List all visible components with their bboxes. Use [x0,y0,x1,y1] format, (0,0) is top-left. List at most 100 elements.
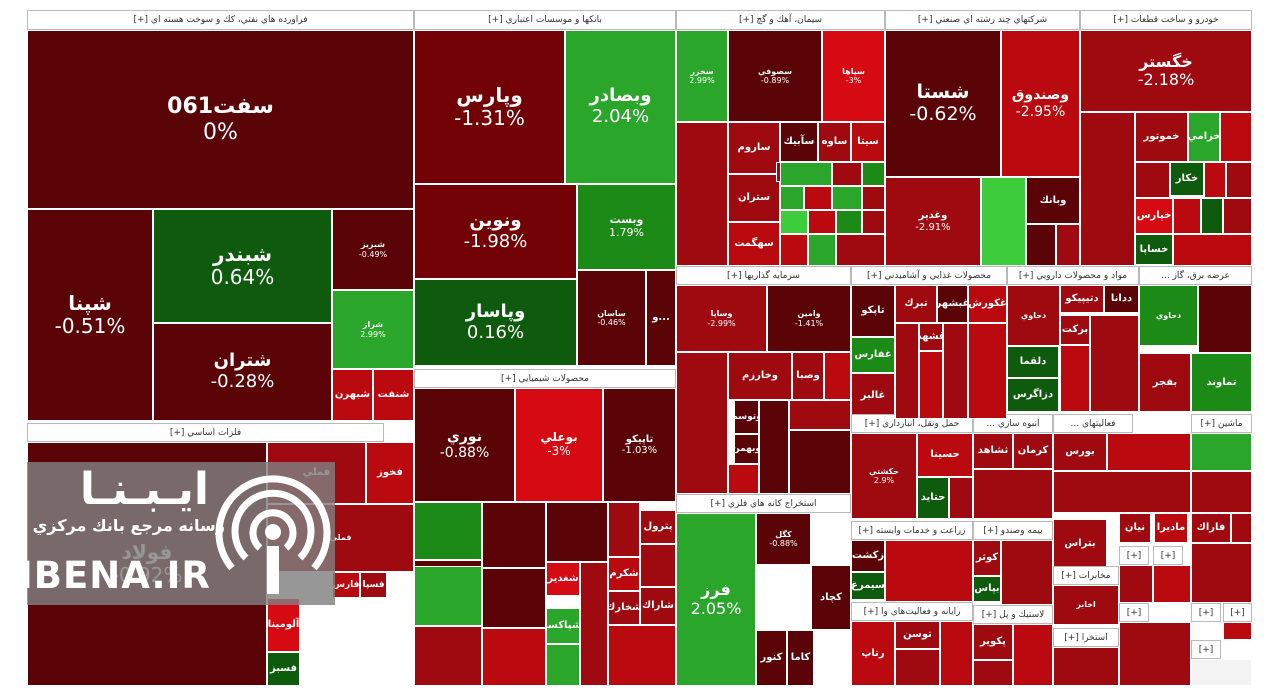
stock-tile[interactable]: فرز 2.05% [676,513,756,686]
stock-tile[interactable]: سصوفي -0.89% [728,30,822,122]
stock-tile[interactable]: نيان [1119,513,1151,543]
mini-tile[interactable] [919,351,943,419]
stock-tile[interactable]: دتيپيكو [1060,285,1104,313]
mini-tile[interactable] [862,162,885,186]
stock-tile[interactable]: كگل -0.88% [756,513,811,565]
mini-tile[interactable] [728,464,759,494]
stock-tile[interactable]: فخوز [366,442,414,504]
mini-tile[interactable] [1204,162,1226,198]
sector-header-more[interactable]: [+] [1191,640,1221,659]
stock-tile[interactable]: توسن [895,621,940,649]
stock-tile[interactable]: حسينا [917,433,973,477]
mini-tile[interactable] [973,660,1013,686]
stock-tile[interactable]: تاپيكو -1.03% [603,388,676,502]
stock-tile[interactable]: شپاكسا [546,608,580,644]
stock-tile[interactable]: سخزر 2.99% [676,30,728,122]
mini-tile[interactable] [1223,622,1252,640]
stock-tile[interactable]: تماوند [1191,353,1252,412]
stock-tile[interactable] [1053,647,1119,686]
mini-tile[interactable] [1056,224,1080,266]
stock-tile[interactable]: وپارس -1.31% [414,30,565,184]
mini-tile[interactable] [1053,471,1191,513]
stock-tile[interactable]: بركت [1060,315,1090,345]
stock-tile[interactable]: حتايد [917,477,949,519]
stock-tile[interactable]: وبصادر 2.04% [565,30,676,184]
stock-tile[interactable]: سفت061 0% [27,30,414,209]
stock-tile[interactable]: كوثر [973,540,1001,576]
mini-tile[interactable] [824,352,851,400]
stock-tile[interactable]: وپاسار 0.16% [414,279,577,366]
stock-tile[interactable]: خزامي [1188,112,1220,162]
mini-tile[interactable] [676,122,728,266]
mini-tile[interactable] [1223,198,1252,234]
stock-tile[interactable]: ثشاهد [973,433,1013,469]
mini-tile[interactable] [1198,285,1252,353]
sector-header-auto[interactable]: خودرو و ساخت قطعات [+] [1080,10,1252,30]
mini-tile[interactable] [789,400,851,430]
mini-tile[interactable] [808,234,836,266]
mini-tile[interactable] [482,628,546,686]
stock-tile[interactable]: بتراس [1053,519,1107,569]
mini-tile[interactable] [414,502,482,560]
stock-tile[interactable]: كچاد [811,565,851,630]
mini-tile[interactable] [1226,162,1252,198]
stock-tile[interactable]: بپاس [973,576,1001,602]
mini-tile[interactable] [1119,565,1153,603]
sector-header-multi[interactable]: شركتهاي چند رشته اي صنعتي [+] [885,10,1080,30]
stock-tile[interactable]: تاپكو [851,285,895,337]
mini-tile[interactable] [885,540,973,602]
stock-tile[interactable]: شنفت [373,369,414,421]
stock-tile[interactable]: وغدير -2.91% [885,177,981,266]
mini-tile[interactable] [808,210,836,234]
sector-header-chemicals[interactable]: محصولات شيميايي [+] [414,369,676,388]
mini-tile[interactable] [608,502,640,557]
stock-tile[interactable]: شاراك [640,587,676,625]
stock-tile[interactable]: كنور [756,630,787,686]
stock-tile[interactable]: حكشتي 2.9% [851,433,917,519]
sector-header-extraction[interactable]: استخرا [+] [1053,628,1119,647]
sector-header-food[interactable]: محصولات غذايي و آشاميدني [+] [851,266,1007,285]
mini-tile[interactable] [895,323,919,419]
sector-header-telecom[interactable]: مخابرات [+] [1053,566,1119,585]
stock-tile[interactable]: شراز 2.99% [332,290,414,369]
sector-header-cement[interactable]: سيمان، آهك و گچ [+] [676,10,885,30]
stock-tile[interactable]: فسپا [360,572,387,598]
sector-header-plastic[interactable]: لاستيك و پل [+] [973,605,1053,624]
sector-header-more[interactable]: [+] [1223,603,1252,622]
stock-tile[interactable]: ساسان -0.46% [577,270,646,366]
stock-tile[interactable]: سآبيك [780,122,818,162]
mini-tile[interactable] [862,210,885,234]
sector-header-pharma[interactable]: مواد و محصولات دارويي [+] [1007,266,1139,285]
mini-tile[interactable] [482,502,546,568]
mini-tile[interactable] [832,162,862,186]
sector-header-more[interactable]: [+] [1191,603,1221,622]
stock-tile[interactable]: وبست 1.79% [577,184,676,270]
mini-tile[interactable] [608,625,676,686]
stock-tile[interactable]: وصندوق -2.95% [1001,30,1080,177]
mini-tile[interactable] [759,400,789,494]
mini-tile[interactable] [1090,315,1139,412]
mini-tile[interactable] [780,162,832,186]
stock-tile[interactable]: بفجر [1139,353,1191,412]
stock-tile[interactable]: غفارس [851,337,895,373]
mini-tile[interactable] [1013,624,1053,686]
stock-tile[interactable]: غكورش [968,285,1007,323]
stock-tile[interactable]: فارس [332,572,360,598]
sector-header-more[interactable]: [+] [1153,546,1183,565]
stock-tile[interactable]: شستا -0.62% [885,30,1001,177]
stock-tile[interactable]: آلومينا [267,598,300,652]
mini-tile[interactable] [1001,540,1053,605]
stock-tile[interactable]: پكوير [973,624,1013,660]
sector-header-metals[interactable]: فلزات اساسي [+] [27,423,384,442]
stock-tile[interactable]: شغدير [546,562,580,596]
stock-tile[interactable]: تبرك [895,285,937,323]
stock-tile[interactable]: وتوسم [734,400,759,434]
stock-tile[interactable]: غالبر [851,373,895,419]
stock-tile[interactable]: سپاها -3% [822,30,885,122]
stock-tile[interactable]: و... [646,270,676,366]
stock-tile[interactable]: شبندر 0.64% [153,209,332,323]
mini-tile[interactable] [414,566,482,626]
stock-tile[interactable]: فسبز [267,652,300,686]
sector-header-mining[interactable]: استخراج كانه هاي فلزي [+] [676,494,851,513]
sector-header-refinery[interactable]: فراورده هاي نفتي، كك و سوخت هسته اي [+] [27,10,414,30]
